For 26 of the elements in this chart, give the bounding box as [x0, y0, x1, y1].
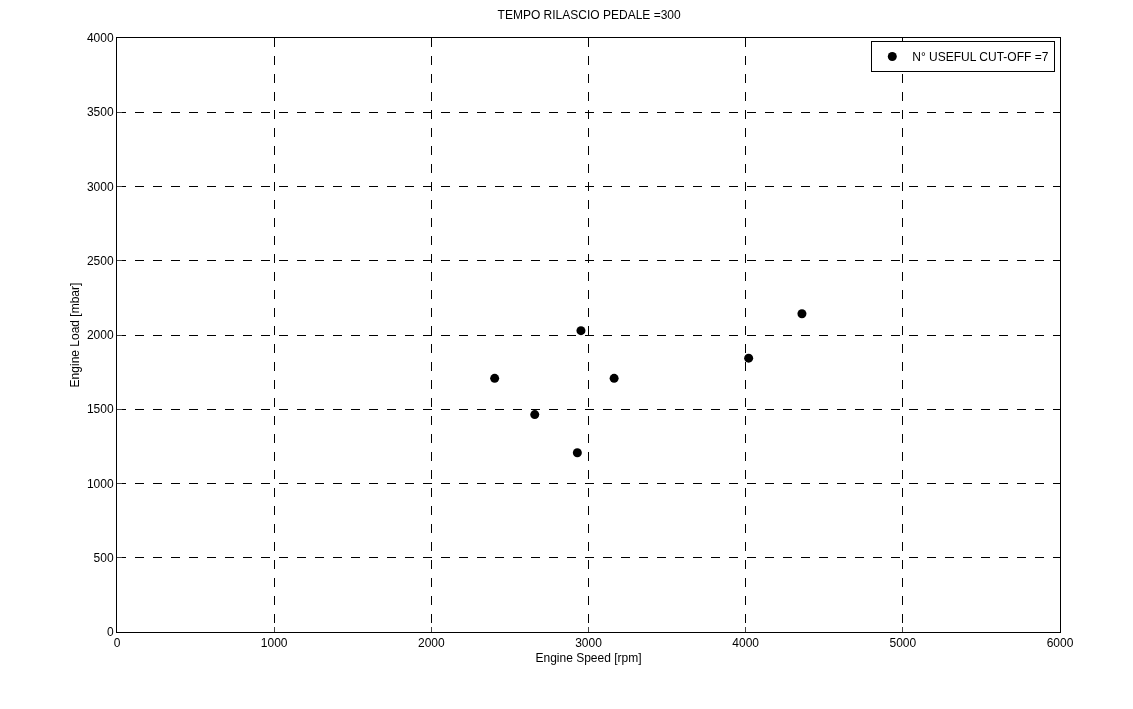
y-tick-label: 0 [106, 625, 114, 640]
point [609, 373, 619, 383]
x-tick-label: 3000 [575, 636, 603, 651]
point [572, 448, 582, 458]
point [490, 373, 500, 383]
y-tick-label: 3500 [86, 105, 114, 120]
y-tick-label: 1500 [86, 402, 114, 417]
y-tick-label: 2500 [86, 253, 114, 268]
point [530, 410, 540, 420]
y-tick-label: 2000 [86, 328, 114, 343]
chart-title: TEMPO RILASCIO PEDALE =300 [497, 8, 682, 23]
point [744, 353, 754, 363]
x-tick-label: 5000 [889, 636, 917, 651]
x-tick-label: 1000 [260, 636, 288, 651]
y-tick-label: 4000 [86, 31, 114, 46]
point [576, 326, 586, 336]
y-tick-label: 1000 [86, 476, 114, 491]
y-tick-label: 500 [93, 550, 114, 565]
y-axis-title: Engine Load [mbar] [68, 282, 83, 388]
y-tick-label: 3000 [86, 179, 114, 194]
x-axis-title: Engine Speed [rpm] [535, 651, 642, 666]
legend-label: N° USEFUL CUT-OFF =7 [912, 50, 1049, 65]
x-tick-label: 4000 [732, 636, 760, 651]
x-tick-label: 6000 [1046, 636, 1074, 651]
x-tick-label: 2000 [417, 636, 445, 651]
point [797, 309, 807, 319]
